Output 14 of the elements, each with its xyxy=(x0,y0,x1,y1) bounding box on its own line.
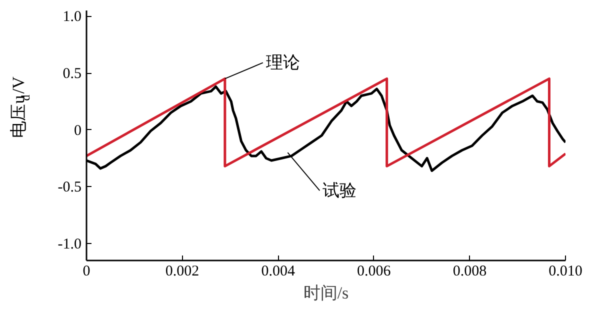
x-tick-label: 0.004 xyxy=(261,264,296,280)
y-tick-label: -0.5 xyxy=(58,180,82,196)
x-tick-label: 0.006 xyxy=(357,264,392,280)
y-tick-label: -1.0 xyxy=(58,236,82,252)
annotation: 试验 xyxy=(322,181,357,200)
x-axis-title: 时间/s xyxy=(303,284,349,302)
annotation: 理论 xyxy=(266,53,300,72)
y-axis-title: 电压ud/V xyxy=(9,76,32,138)
x-tick-label: 0.010 xyxy=(548,264,582,280)
y-tick-label: 1.0 xyxy=(62,9,82,26)
y-tick-label: 0 xyxy=(74,122,82,139)
y-tick-label: 0.5 xyxy=(62,66,82,82)
x-tick-label: 0.008 xyxy=(452,264,487,280)
x-tick-label: 0.002 xyxy=(165,264,200,280)
